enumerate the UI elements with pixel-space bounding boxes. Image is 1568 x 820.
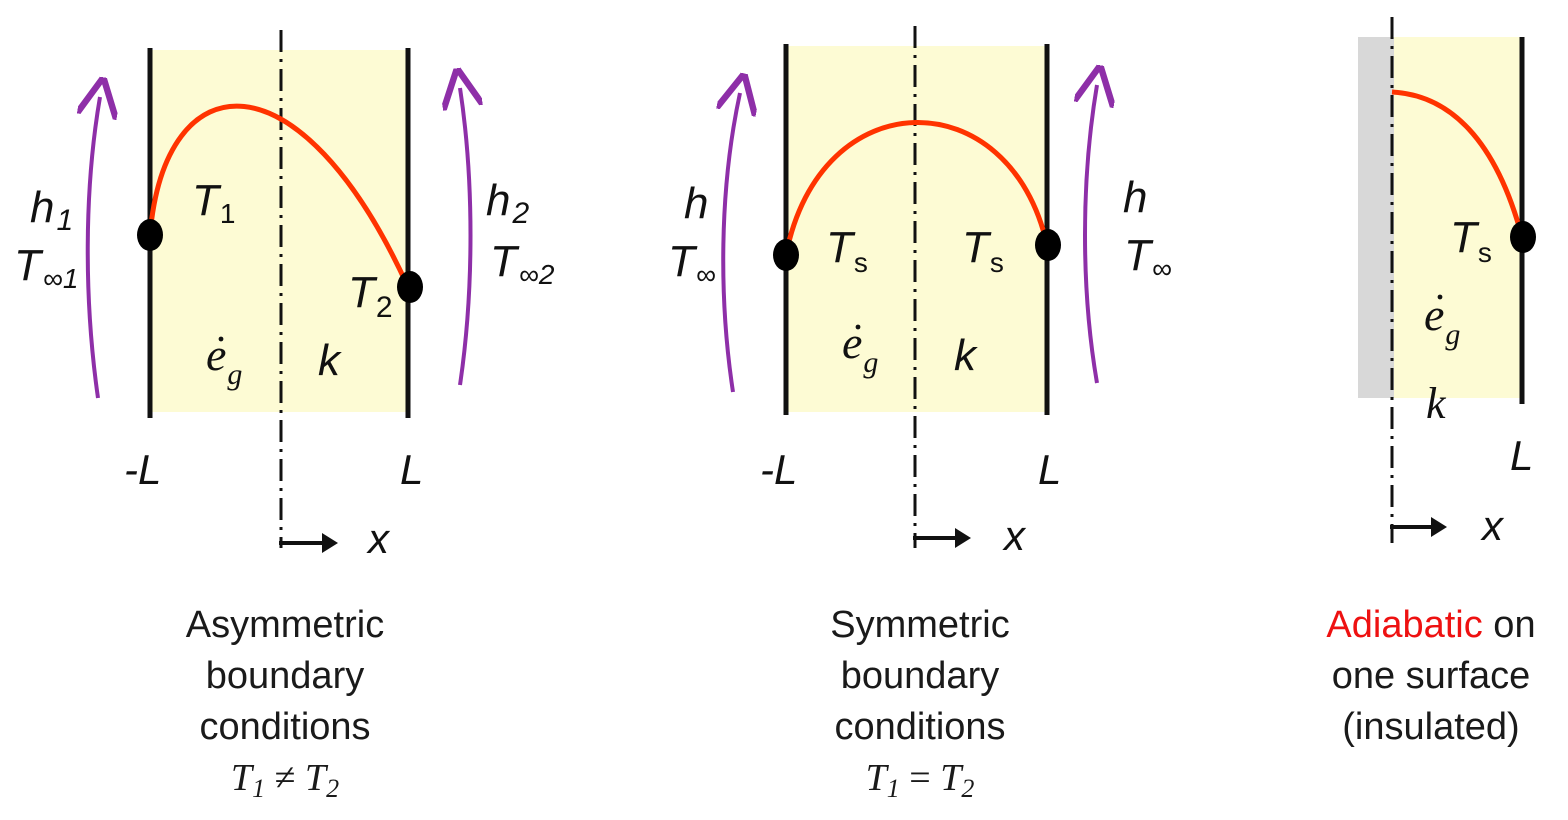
h-left-label: h: [684, 179, 708, 228]
caption-line: boundary: [840, 655, 1000, 697]
egen-label: eg: [206, 329, 242, 391]
surface-temp-point-right: [1510, 221, 1536, 253]
caption-line: Asymmetric: [185, 604, 385, 646]
k-label: k: [318, 336, 342, 385]
caption-line: conditions: [834, 706, 1006, 748]
caption-symmetric: Symmetric boundary conditions T1 = T2: [770, 600, 1070, 814]
tinf2-label: T∞2: [490, 237, 555, 290]
egen-label: eg: [1424, 289, 1460, 351]
k-label: k: [1426, 379, 1447, 428]
convection-arrow-right: [460, 88, 471, 386]
caption-line: Symmetric: [830, 604, 1010, 646]
caption-line: one surface: [1331, 655, 1531, 697]
x-L-label: L: [400, 446, 423, 493]
surface-temp-point-right: [1035, 229, 1061, 261]
caption-line: Adiabatic on: [1326, 604, 1536, 646]
x-axis-label: x: [1002, 512, 1027, 559]
h-right-label: h: [1123, 173, 1147, 222]
insulation-layer: [1358, 37, 1394, 398]
caption-line: boundary: [205, 655, 365, 697]
panel-asymmetric: h1 T∞1 h2 T∞2 T1 T2 eg k -L L x: [14, 30, 555, 562]
h2-label: h2: [486, 176, 529, 230]
x-axis-label: x: [366, 515, 391, 562]
tinf-left-label: T∞: [668, 237, 716, 290]
convection-arrow-left: [723, 93, 740, 393]
caption-asymmetric: Asymmetric boundary conditions T1 ≠ T2: [135, 600, 435, 814]
x-L-label: L: [1038, 446, 1061, 493]
t2-label: T2: [348, 268, 393, 324]
egen-dot: [1437, 294, 1443, 300]
temperature-profile: [147, 103, 411, 289]
caption-equation: T1 = T2: [865, 757, 975, 803]
tinf1-label: T∞1: [14, 241, 78, 294]
ts-right-label: Ts: [962, 223, 1004, 278]
surface-temp-point-left: [773, 239, 799, 271]
x-axis-arrow: [913, 528, 971, 548]
x-minus-L-label: -L: [760, 446, 797, 493]
t1-label: T1: [192, 176, 235, 229]
x-L-label: L: [1510, 432, 1533, 479]
x-axis-arrow: [279, 533, 338, 553]
caption-adiabatic: Adiabatic on one surface (insulated): [1300, 600, 1562, 753]
x-axis-arrow: [1390, 517, 1447, 537]
tinf-right-label: T∞: [1124, 231, 1172, 284]
temperature-profile: [783, 120, 1050, 256]
h1-label: h1: [30, 183, 73, 237]
plane-wall: [150, 50, 408, 412]
surface-temp-point-left: [137, 219, 163, 251]
egen-dot: [218, 336, 224, 342]
egen-label: eg: [842, 317, 878, 379]
panel-symmetric: h T∞ h T∞ Ts Ts eg k -L L x: [668, 26, 1172, 559]
ts-right-label: Ts: [1450, 213, 1492, 268]
convection-arrow-right: [1085, 85, 1097, 384]
surface-temp-point-right: [397, 271, 423, 303]
caption-equation: T1 ≠ T2: [230, 757, 340, 803]
caption-line: conditions: [199, 706, 371, 748]
convection-arrow-left: [88, 97, 100, 399]
caption-line: (insulated): [1342, 706, 1520, 748]
egen-dot: [855, 324, 861, 330]
ts-left-label: Ts: [826, 223, 868, 278]
x-minus-L-label: -L: [124, 446, 161, 493]
k-label: k: [954, 331, 978, 380]
temperature-profile: [1391, 89, 1525, 238]
adiabatic-highlight: Adiabatic: [1326, 604, 1483, 646]
panel-adiabatic: Ts eg k L x: [1358, 17, 1536, 549]
x-axis-label: x: [1480, 502, 1505, 549]
